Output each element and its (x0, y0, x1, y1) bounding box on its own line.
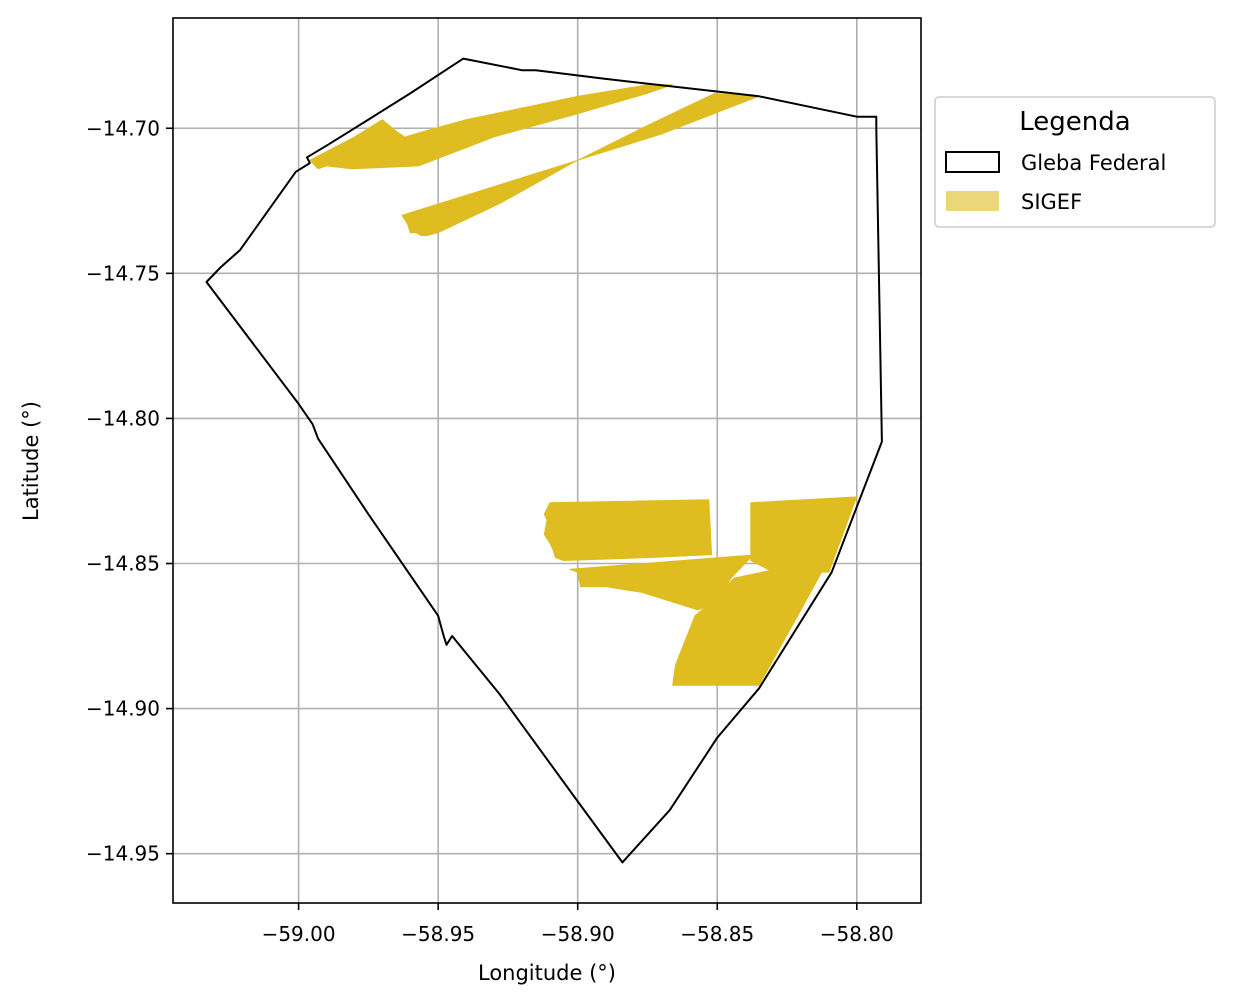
legend-swatch-gleba-federal (945, 151, 1000, 173)
grid-lines (173, 18, 921, 903)
legend-title: Legenda (1019, 107, 1130, 137)
sigef-parcel-4 (569, 554, 755, 611)
y-tick-label-4: −14.90 (86, 697, 160, 721)
x-tick-label-3: −58.85 (680, 922, 754, 946)
x-tick-label-4: −58.80 (820, 922, 894, 946)
x-tick-label-0: −59.00 (262, 922, 336, 946)
y-tick-label-3: −14.85 (86, 552, 160, 576)
plot-frame (172, 17, 922, 904)
gleba-federal-boundary (205, 57, 883, 864)
y-tick-label-2: −14.80 (86, 406, 160, 430)
y-tick-label-1: −14.75 (86, 261, 160, 285)
legend: Legenda Gleba Federal SIGEF (934, 96, 1216, 228)
sigef-parcel-6 (672, 568, 824, 686)
y-tick-label-5: −14.95 (86, 842, 160, 866)
y-axis-label: Latitude (°) (19, 401, 43, 521)
x-tick-label-2: −58.90 (541, 922, 615, 946)
y-axis-ticks: −14.70 −14.75 −14.80 −14.85 −14.90 −14.95 (86, 116, 173, 866)
x-axis-ticks: −59.00 −58.95 −58.90 −58.85 −58.80 (262, 903, 894, 946)
plot-area: −59.00 −58.95 −58.90 −58.85 −58.80−14.70−14.… (86, 17, 922, 946)
sigef-parcel-2 (401, 92, 760, 237)
legend-swatch-sigef (946, 191, 999, 211)
sigef-layer (309, 84, 858, 686)
legend-label-gleba-federal: Gleba Federal (1021, 151, 1166, 175)
sigef-parcel-1 (309, 84, 673, 170)
x-tick-label-1: −58.95 (401, 922, 475, 946)
x-axis-label: Longitude (°) (478, 961, 616, 985)
y-tick-label-0: −14.70 (86, 116, 160, 140)
legend-frame (934, 96, 1216, 228)
legend-label-sigef: SIGEF (1021, 190, 1082, 214)
sigef-parcel-3 (543, 499, 713, 562)
